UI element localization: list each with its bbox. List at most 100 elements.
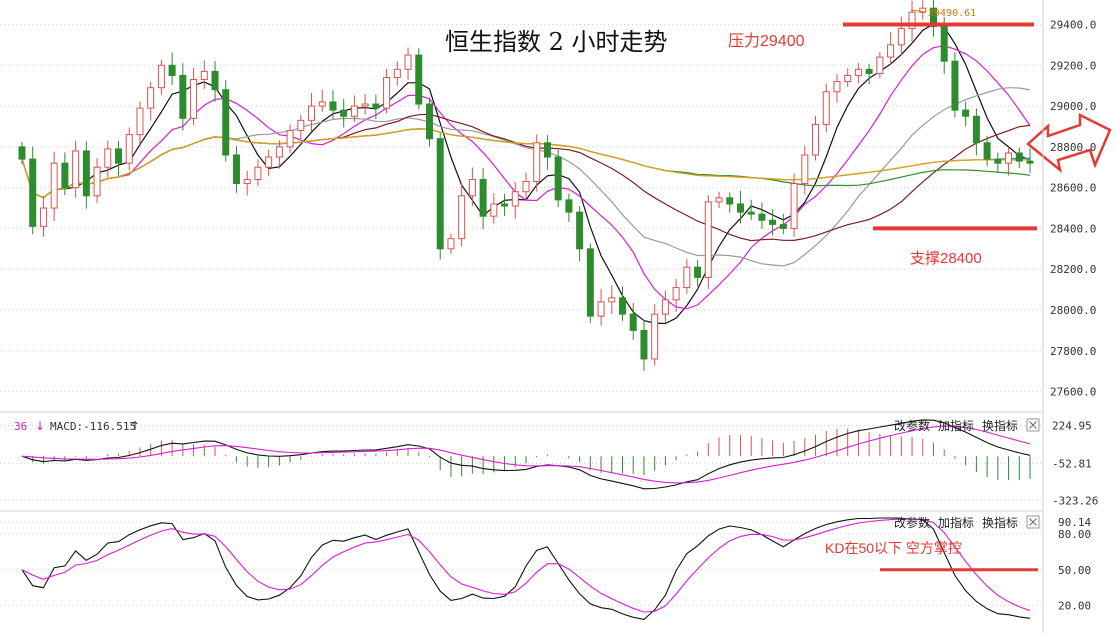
price-grid bbox=[0, 23, 1043, 393]
candle-body bbox=[779, 223, 787, 229]
price-tick-label: 28400.0 bbox=[1050, 222, 1096, 235]
candle-body bbox=[82, 150, 90, 197]
candle-body bbox=[1015, 152, 1023, 162]
candle-body bbox=[543, 142, 551, 158]
candle-body bbox=[736, 203, 744, 213]
candle-body bbox=[704, 201, 712, 278]
peak-label: 29490.61 bbox=[928, 8, 976, 19]
candle-body bbox=[61, 162, 69, 189]
kd-add-indicator-button[interactable]: 加指标 bbox=[938, 515, 974, 530]
candle-body bbox=[29, 158, 37, 227]
macd-axis: 224.95 -52.81 -323.26 bbox=[1052, 420, 1098, 508]
candle-body bbox=[393, 68, 401, 79]
candle-body bbox=[758, 213, 766, 221]
candle-body bbox=[340, 109, 348, 117]
candle-body bbox=[833, 81, 841, 93]
candle-body bbox=[683, 266, 691, 289]
candle-body bbox=[136, 107, 144, 136]
price-tick-label: 28600.0 bbox=[1050, 182, 1096, 195]
kd-change-params-button[interactable]: 改参数 bbox=[894, 515, 930, 530]
candle-body bbox=[994, 158, 1002, 164]
candle-body bbox=[308, 105, 316, 121]
candle-body bbox=[747, 211, 755, 215]
candle-body bbox=[929, 7, 937, 28]
candle-body bbox=[897, 28, 905, 46]
macd-tick-label: 224.95 bbox=[1052, 420, 1092, 433]
candle-body bbox=[125, 134, 133, 164]
candle-body bbox=[232, 154, 240, 185]
moving-averages bbox=[21, 23, 1031, 325]
candle-body bbox=[844, 74, 852, 83]
candle-body bbox=[147, 87, 155, 109]
candle-body bbox=[39, 207, 47, 227]
candle-body bbox=[275, 146, 283, 158]
candle-body bbox=[72, 150, 80, 189]
candle-body bbox=[297, 119, 305, 132]
candle-body bbox=[318, 101, 326, 107]
candle-body bbox=[801, 154, 809, 185]
candle-body bbox=[940, 26, 948, 62]
candle-body bbox=[415, 54, 423, 105]
candle-body bbox=[619, 297, 627, 315]
candle-body bbox=[211, 70, 219, 91]
candle-body bbox=[115, 148, 123, 164]
macd-change-params-button[interactable]: 改参数 bbox=[894, 418, 930, 433]
candle-body bbox=[726, 197, 734, 205]
candle-body bbox=[104, 148, 112, 168]
candle-body bbox=[436, 138, 444, 250]
kd-k-line bbox=[21, 517, 1031, 620]
candle-body bbox=[190, 79, 198, 119]
candle-body bbox=[265, 156, 273, 168]
candle-body bbox=[522, 181, 530, 193]
price-tick-label: 27800.0 bbox=[1050, 345, 1096, 358]
downtrend-arrow-icon bbox=[1026, 112, 1112, 174]
candle-body bbox=[822, 91, 830, 125]
kd-close-icon[interactable] bbox=[1026, 515, 1040, 529]
candle-body bbox=[769, 219, 777, 225]
candle-body bbox=[1005, 152, 1013, 164]
macd-close-icon[interactable] bbox=[1026, 418, 1040, 432]
candles bbox=[18, 0, 1034, 372]
price-tick-label: 28000.0 bbox=[1050, 304, 1096, 317]
kd-tick-label: 50.00 bbox=[1058, 564, 1091, 577]
candle-body bbox=[554, 156, 562, 201]
price-tick-label: 29200.0 bbox=[1050, 59, 1096, 72]
macd-dea-line bbox=[21, 425, 1031, 484]
candle-body bbox=[876, 56, 884, 74]
candle-body bbox=[533, 142, 541, 183]
macd-add-indicator-button[interactable]: 加指标 bbox=[938, 418, 974, 433]
candle-body bbox=[404, 54, 412, 70]
candle-body bbox=[18, 146, 26, 160]
kd-swap-indicator-button[interactable]: 换指标 bbox=[982, 515, 1018, 530]
candle-body bbox=[983, 142, 991, 160]
resistance-label: 压力29400 bbox=[728, 32, 805, 50]
macd-prefix: 36 bbox=[14, 420, 27, 433]
candle-body bbox=[468, 178, 476, 197]
candle-body bbox=[972, 115, 980, 144]
candle-body bbox=[865, 68, 873, 74]
candle-body bbox=[254, 166, 262, 180]
kd-note: KD在50以下 空方掌控 bbox=[825, 540, 962, 556]
candle-body bbox=[962, 109, 970, 117]
candle-body bbox=[511, 191, 519, 207]
candle-body bbox=[672, 287, 680, 301]
ma10-line bbox=[21, 45, 1031, 310]
candle-body bbox=[200, 70, 208, 81]
candle-body bbox=[919, 7, 927, 13]
macd-tick-label: -52.81 bbox=[1052, 457, 1092, 470]
candle-body bbox=[887, 44, 895, 58]
candle-body bbox=[694, 266, 702, 278]
macd-down-arrow-icon: ↓ bbox=[35, 419, 45, 433]
candle-body bbox=[383, 77, 391, 109]
chart-title: 恒生指数 2 小时走势 bbox=[445, 28, 668, 56]
candle-body bbox=[812, 123, 820, 156]
candle-body bbox=[854, 68, 862, 76]
candle-body bbox=[608, 297, 616, 303]
candle-body bbox=[501, 203, 509, 207]
price-tick-label: 29000.0 bbox=[1050, 100, 1096, 113]
macd-swap-indicator-button[interactable]: 换指标 bbox=[982, 418, 1018, 433]
candle-body bbox=[790, 183, 798, 229]
